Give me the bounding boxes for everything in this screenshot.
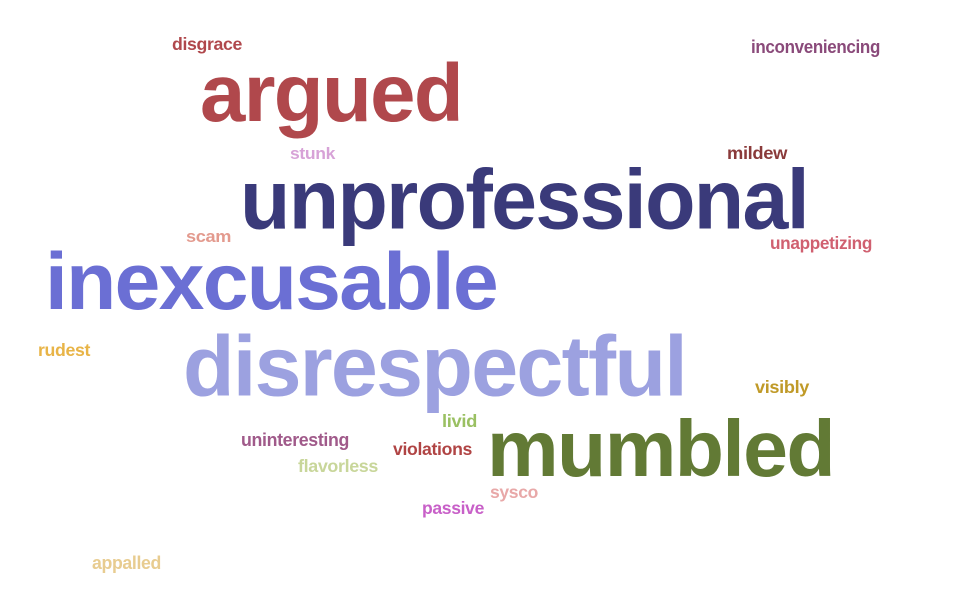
word-argued: argued — [200, 47, 464, 140]
word-rudest: rudest — [38, 341, 91, 361]
word-mumbled: mumbled — [487, 403, 836, 494]
word-scam: scam — [186, 227, 232, 247]
word-livid: livid — [442, 412, 478, 432]
word-inexcusable: inexcusable — [45, 235, 499, 327]
word-disgrace: disgrace — [172, 35, 242, 55]
word-sysco: sysco — [490, 483, 539, 503]
word-unprofessional: unprofessional — [240, 151, 810, 247]
word-inconveniencing: inconveniencing — [751, 36, 880, 58]
word-stunk: stunk — [290, 144, 336, 164]
word-violations: violations — [393, 440, 472, 460]
word-flavorless: flavorless — [298, 457, 378, 477]
word-unappetizing: unappetizing — [770, 234, 872, 254]
word-uninteresting: uninteresting — [241, 429, 349, 451]
word-visibly: visibly — [755, 378, 810, 398]
word-disrespectful: disrespectful — [183, 317, 688, 414]
word-mildew: mildew — [727, 144, 787, 164]
word-passive: passive — [422, 499, 484, 519]
word-appalled: appalled — [92, 552, 161, 574]
